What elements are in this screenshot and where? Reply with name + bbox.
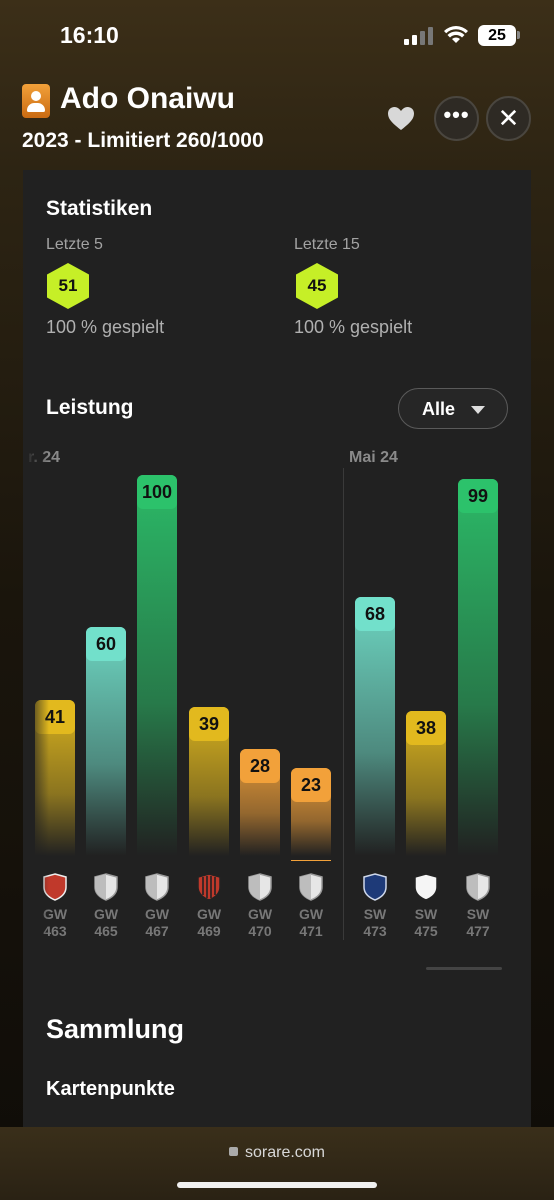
url-text: sorare.com (244, 1144, 326, 1161)
month-divider (343, 468, 344, 940)
gameweek-label: GW 471 (298, 906, 324, 939)
gameweek-label: SW 477 (466, 906, 490, 939)
chart-bar[interactable] (458, 478, 498, 856)
player-name: Ado Onaiwu (60, 82, 235, 115)
shield-icon (94, 873, 118, 901)
heart-icon[interactable] (386, 104, 416, 132)
bar-value-label: 99 (458, 478, 498, 513)
gameweek-label: SW 473 (363, 906, 387, 939)
battery-tip (517, 31, 520, 39)
club-crest-icon (197, 873, 221, 901)
collection-title: Sammlung (46, 1014, 185, 1044)
month-label-may: Mai 24 (349, 449, 398, 466)
gameweek-label: GW 467 (144, 906, 170, 939)
status-time: 16:10 (60, 22, 119, 48)
gameweek-label: GW 465 (93, 906, 119, 939)
lock-icon (228, 1147, 238, 1156)
filter-value: Alle (422, 399, 456, 419)
bar-value-label: 28 (240, 749, 280, 784)
bar-value-label: 68 (355, 596, 395, 631)
scroll-fade (23, 440, 49, 940)
shield-icon (145, 873, 169, 901)
bar-value-label: 41 (35, 699, 75, 734)
performance-title: Leistung (46, 396, 134, 419)
bar-value-label: 39 (189, 707, 229, 742)
close-icon: ✕ (497, 103, 520, 133)
performance-filter-dropdown[interactable]: Alle (398, 388, 508, 429)
bar-value-label: 38 (406, 711, 446, 746)
close-button[interactable]: ✕ (486, 96, 531, 141)
bar-value-label: 100 (137, 475, 177, 509)
last15-played: 100 % gespielt (294, 317, 413, 337)
club-crest-icon (414, 873, 438, 901)
active-gameweek-marker (291, 860, 331, 861)
last5-played: 100 % gespielt (46, 317, 165, 337)
performance-chart: 41 GW 463 60 GW 465 100 GW 467 39 GW 469 28 GW 470 23 GW… (23, 170, 531, 970)
gameweek-label: GW 469 (196, 906, 222, 939)
battery-indicator: 25 (478, 25, 516, 46)
chevron-down-icon (471, 406, 485, 414)
card-points-title: Kartenpunkte (46, 1078, 175, 1100)
url-bar[interactable]: sorare.com (0, 1144, 554, 1162)
gameweek-label: SW 475 (414, 906, 438, 939)
chart-bar[interactable] (137, 475, 177, 856)
shield-icon (466, 873, 490, 901)
browser-bottom-bar: sorare.com (0, 1127, 554, 1200)
home-indicator[interactable] (177, 1182, 377, 1188)
wifi-icon (444, 26, 468, 43)
gameweek-label: GW 470 (247, 906, 273, 939)
club-crest-icon (363, 873, 387, 901)
more-options-button[interactable]: ••• (434, 96, 479, 141)
player-details-panel[interactable]: Statistiken Letzte 5 51 100 % gespielt L… (23, 170, 531, 1130)
player-card-icon (22, 84, 50, 118)
bar-value-label: 23 (291, 768, 331, 803)
stats-title: Statistiken (46, 197, 153, 220)
last15-label: Letzte 15 (294, 236, 360, 253)
horizontal-scrollbar[interactable] (426, 967, 502, 970)
last5-label: Letzte 5 (46, 236, 103, 253)
card-subtitle: 2023 - Limitiert 260/1000 (22, 129, 264, 152)
shield-icon (248, 873, 272, 901)
chart-bar[interactable] (355, 596, 395, 856)
bar-value-label: 60 (86, 627, 126, 662)
shield-icon (299, 873, 323, 901)
more-icon: ••• (443, 102, 470, 127)
signal-icon (404, 27, 434, 45)
chart-bar[interactable] (86, 627, 126, 856)
